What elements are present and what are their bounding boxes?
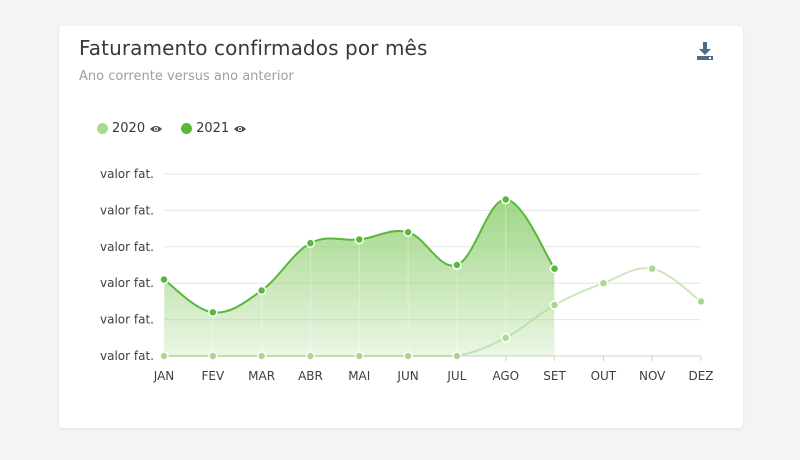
series-line-2021 [163,198,556,314]
y-tick-label: valor fat. [100,203,154,217]
point-2020-jul[interactable] [452,351,462,361]
point-2021-set[interactable] [549,263,560,274]
download-icon[interactable] [694,40,716,62]
point-2020-mai[interactable] [354,351,365,361]
x-tick-label: JUN [396,369,418,383]
point-2021-ago[interactable] [500,194,511,205]
x-tick-label: JUL [446,369,466,383]
point-2020-mar[interactable] [256,351,267,361]
y-tick-label: valor fat. [100,349,154,363]
x-tick-label: MAR [248,369,275,383]
legend-item-2021[interactable]: 2021 [181,121,247,136]
legend-marker-2020 [97,123,108,134]
y-tick-label: valor fat. [100,240,154,254]
x-tick-label: OUT [591,369,617,383]
x-tick-label: FEV [201,369,224,383]
legend-label-2020: 2020 [112,121,146,136]
chart-subtitle: Ano corrente versus ano anterior [79,69,294,84]
point-2020-jan[interactable] [159,351,169,361]
point-2020-fev[interactable] [208,351,218,361]
series-area-2021 [164,199,555,356]
x-tick-label: DEZ [688,369,713,383]
point-2021-mar[interactable] [256,285,267,296]
x-tick-label: NOV [639,369,666,383]
chart-title: Faturamento confirmados por mês [79,36,428,60]
x-tick-label: SET [543,369,566,383]
x-tick-label: MAI [348,369,370,383]
x-tick-label: ABR [298,369,323,383]
x-tick-label: JAN [153,369,175,383]
x-tick-label: AGO [492,369,519,383]
chart-card: Faturamento confirmados por mês Ano corr… [59,26,743,428]
point-2020-nov[interactable] [647,263,657,274]
point-2020-set[interactable] [549,300,560,310]
point-2021-abr[interactable] [305,238,316,248]
point-2021-fev[interactable] [208,307,218,318]
eye-icon[interactable] [233,124,247,134]
point-2021-jun[interactable] [403,227,413,237]
point-2020-jun[interactable] [403,351,413,361]
legend-item-2020[interactable]: 2020 [97,121,163,136]
point-2020-abr[interactable] [305,351,316,361]
point-2021-jan[interactable] [159,274,169,285]
legend-label-2021: 2021 [196,121,230,136]
point-2021-jul[interactable] [452,260,462,270]
eye-icon[interactable] [149,124,163,134]
point-2020-dez[interactable] [696,296,706,307]
legend-marker-2021 [181,123,193,134]
point-2020-ago[interactable] [500,333,511,343]
y-tick-label: valor fat. [100,167,154,181]
chart-legend: 2020 2021 [97,121,247,136]
y-tick-label: valor fat. [100,276,154,290]
y-tick-label: valor fat. [100,313,154,327]
point-2021-mai[interactable] [354,234,365,245]
point-2020-out[interactable] [598,278,609,288]
